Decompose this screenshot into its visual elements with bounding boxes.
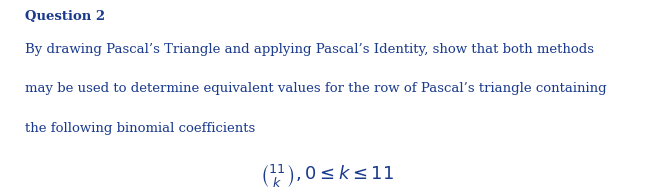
Text: $\binom{11}{k}, 0 \leq k \leq 11$: $\binom{11}{k}, 0 \leq k \leq 11$ — [260, 163, 394, 190]
Text: By drawing Pascal’s Triangle and applying Pascal’s Identity, show that both meth: By drawing Pascal’s Triangle and applyin… — [25, 43, 594, 56]
Text: may be used to determine equivalent values for the row of Pascal’s triangle cont: may be used to determine equivalent valu… — [25, 82, 606, 95]
Text: Question 2: Question 2 — [25, 10, 105, 23]
Text: the following binomial coefficients: the following binomial coefficients — [25, 122, 255, 134]
